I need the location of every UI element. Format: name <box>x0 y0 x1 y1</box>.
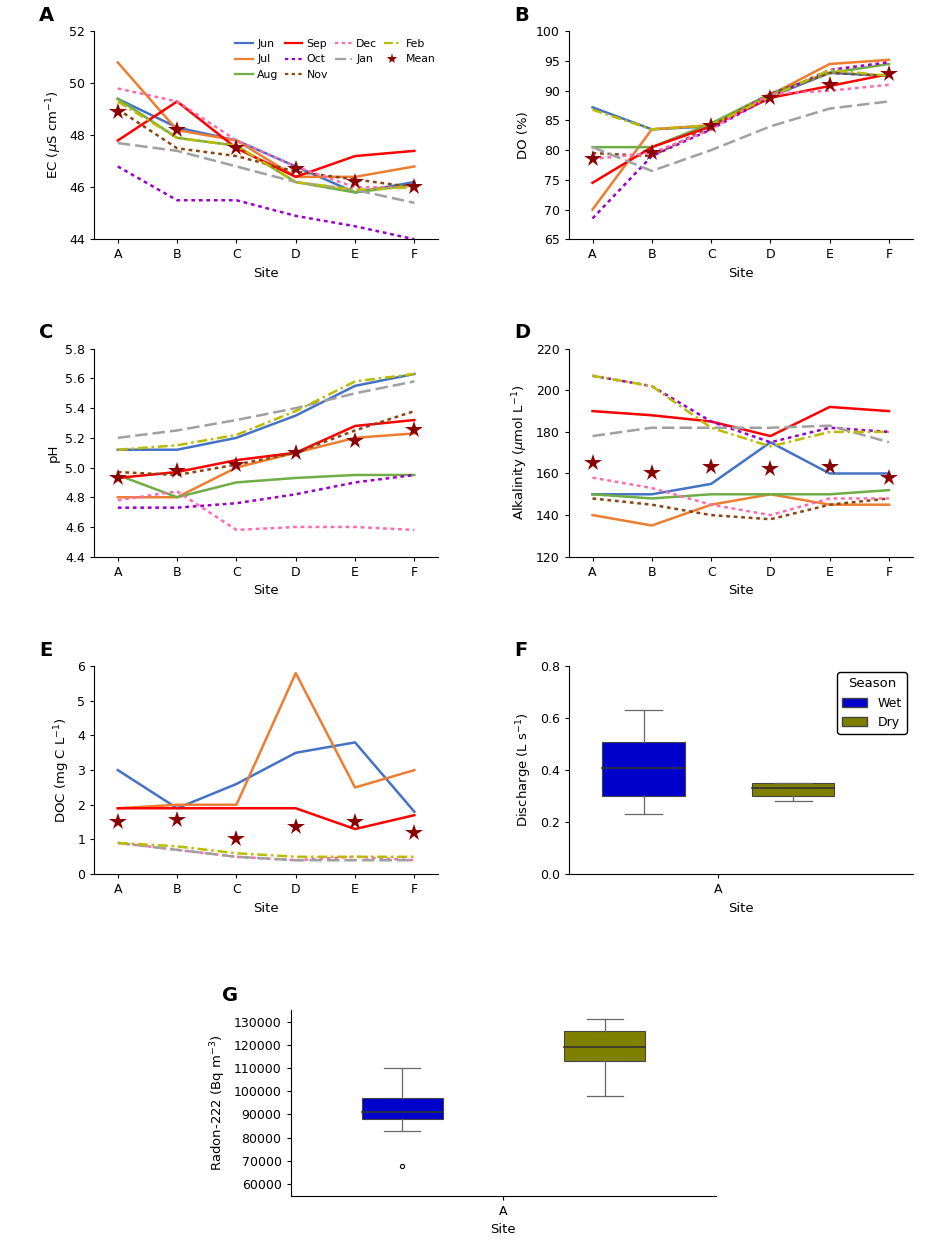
Y-axis label: DO (%): DO (%) <box>518 111 531 159</box>
Y-axis label: pH: pH <box>46 443 59 462</box>
X-axis label: Site: Site <box>728 585 754 597</box>
Bar <box>602 741 685 796</box>
Y-axis label: Discharge (L s$^{-1}$): Discharge (L s$^{-1}$) <box>515 712 534 828</box>
Legend: Jun, Jul, Aug, Sep, Oct, Nov, Dec, Jan, Feb, Mean: Jun, Jul, Aug, Sep, Oct, Nov, Dec, Jan, … <box>231 35 439 84</box>
X-axis label: Site: Site <box>253 901 279 915</box>
Bar <box>361 1098 442 1119</box>
X-axis label: Site: Site <box>253 267 279 280</box>
Y-axis label: DOC (mg C L$^{-1}$): DOC (mg C L$^{-1}$) <box>52 717 72 823</box>
X-axis label: Site: Site <box>490 1223 517 1236</box>
Text: G: G <box>222 985 239 1004</box>
Text: B: B <box>514 6 529 25</box>
X-axis label: Site: Site <box>728 267 754 280</box>
X-axis label: Site: Site <box>728 901 754 915</box>
Legend: Wet, Dry: Wet, Dry <box>837 672 906 734</box>
Y-axis label: Alkalinity ($\mu$mol L$^{-1}$): Alkalinity ($\mu$mol L$^{-1}$) <box>511 386 531 521</box>
Y-axis label: Radon-222 (Bq m$^{-3}$): Radon-222 (Bq m$^{-3}$) <box>209 1034 228 1171</box>
Bar <box>565 1030 646 1062</box>
X-axis label: Site: Site <box>253 585 279 597</box>
Text: C: C <box>40 323 54 343</box>
Text: F: F <box>514 641 527 660</box>
Text: D: D <box>514 323 530 343</box>
Y-axis label: EC ($\mu$S cm$^{-1}$): EC ($\mu$S cm$^{-1}$) <box>44 91 63 179</box>
Text: E: E <box>40 641 53 660</box>
Bar <box>752 782 835 796</box>
Text: A: A <box>40 6 55 25</box>
